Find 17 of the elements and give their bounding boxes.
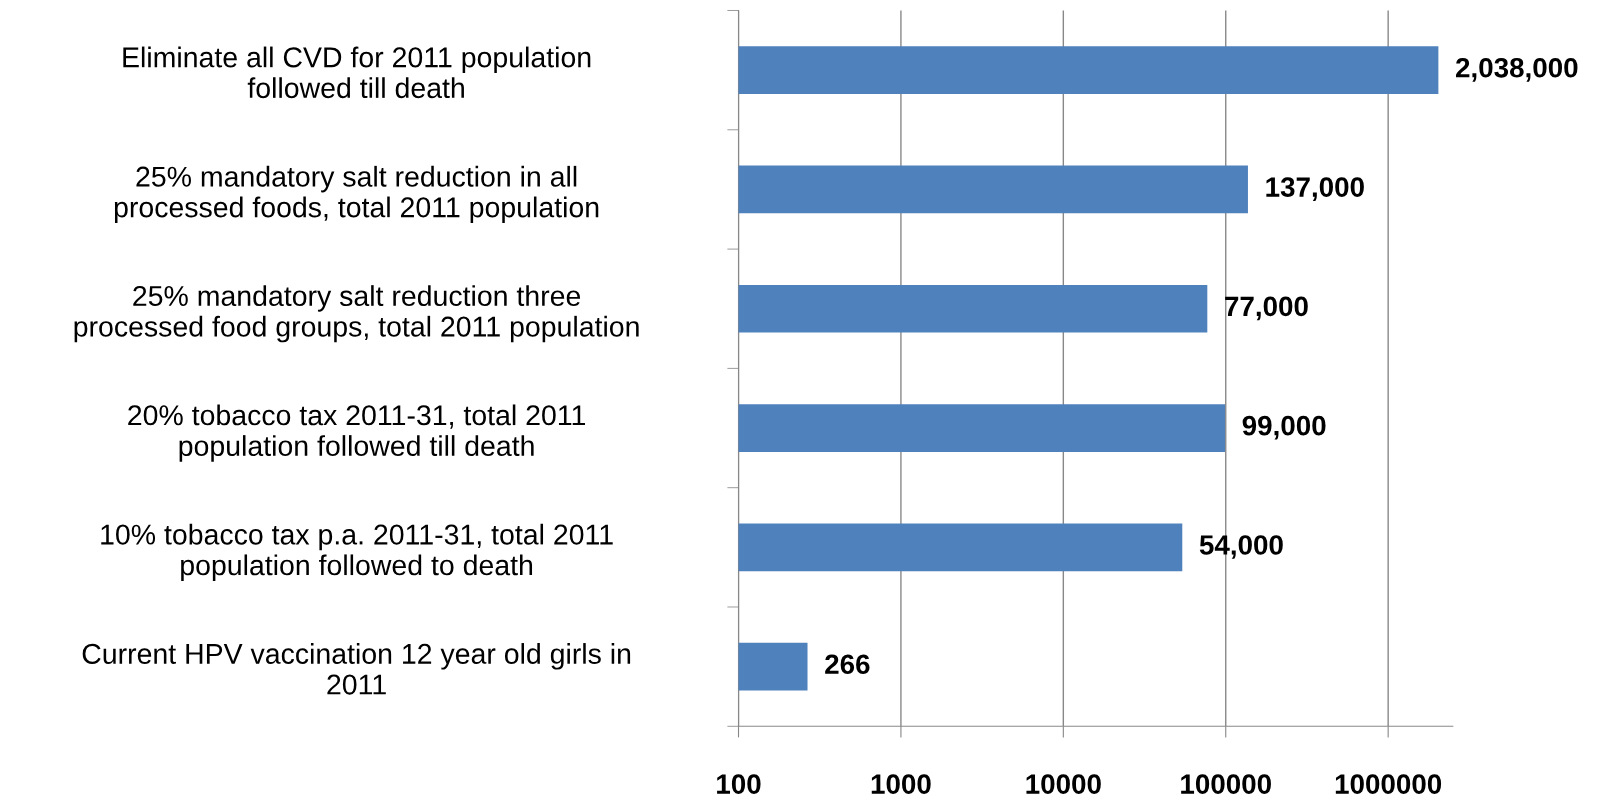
x-tick-label: 1000: [871, 774, 931, 794]
y-tick-label: 10% tobacco tax p.a. 2011-31, total 2011 population followed to death: [101, 523, 613, 581]
y-tick-label: Current HPV vaccination 12 year old girls in 2011: [82, 643, 631, 695]
y-tick-label: 25% mandatory salt reduction in all processed foods, total 2011 population: [114, 165, 599, 224]
data-label: 2,038,000: [1456, 57, 1578, 82]
data-label: 137,000: [1266, 177, 1364, 201]
data-label: 54,000: [1199, 535, 1283, 559]
data-label: 266: [825, 654, 870, 675]
x-tick-label: 1000000: [1335, 774, 1442, 794]
x-tick-label: 10000: [1026, 774, 1101, 794]
x-tick-label: 100000: [1181, 774, 1271, 794]
y-tick-label: 25% mandatory salt reduction three processed food groups, total 2011 population: [74, 285, 639, 343]
y-tick-label: 20% tobacco tax 2011-31, total 2011 population followed till death: [128, 404, 585, 462]
x-tick-label: 100: [717, 774, 761, 794]
y-tick-label: Eliminate all CVD for 2011 population followed till death: [123, 46, 591, 99]
data-label: 77,000: [1225, 296, 1308, 321]
data-label: 99,000: [1242, 415, 1326, 440]
